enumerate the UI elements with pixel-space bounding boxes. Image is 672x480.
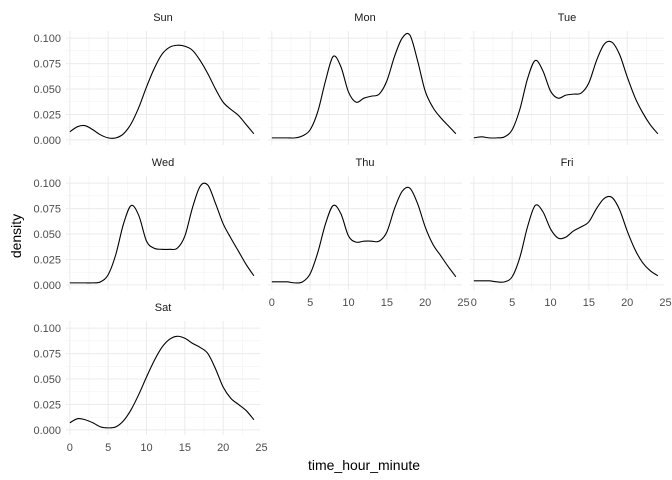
facet-strip-label: Sat (155, 302, 172, 314)
major-gridlines (66, 31, 260, 145)
y-tick-label: 0.025 (33, 399, 61, 411)
x-tick-label: 15 (583, 297, 595, 309)
major-gridlines (470, 176, 664, 290)
y-tick-label: 0.100 (33, 33, 61, 45)
minor-gridlines (66, 176, 260, 290)
y-tick-label: 0.050 (33, 84, 61, 96)
x-tick-label: 20 (217, 442, 229, 454)
minor-gridlines (470, 31, 664, 145)
minor-gridlines (66, 31, 260, 145)
y-tick-label: 0.100 (33, 323, 61, 335)
density-curve-fri (473, 195, 659, 283)
major-gridlines (470, 31, 664, 145)
facet-strip-label: Fri (561, 157, 574, 169)
facet-panel-fri: Fri (470, 157, 664, 290)
x-tick-label: 10 (544, 297, 556, 309)
x-tick-label: 5 (105, 442, 111, 454)
x-tick-label: 10 (140, 442, 152, 454)
x-tick-label: 15 (179, 442, 191, 454)
major-gridlines (268, 31, 462, 145)
y-tick-label: 0.050 (33, 374, 61, 386)
facet-panel-sat: Sat (66, 302, 260, 435)
x-tick-label: 20 (621, 297, 633, 309)
x-tick-label: 25 (255, 442, 267, 454)
minor-gridlines (268, 31, 462, 145)
y-tick-label: 0.025 (33, 109, 61, 121)
density-curve-wed (69, 182, 255, 284)
density-curve-mon (271, 32, 457, 139)
major-gridlines (66, 321, 260, 435)
y-axis-title: density (8, 214, 24, 258)
facet-strip-label: Sun (153, 12, 173, 24)
y-tick-label: 0.000 (33, 135, 61, 147)
density-curve-tue (473, 40, 659, 139)
x-tick-label: 10 (342, 297, 354, 309)
x-tick-label: 25 (457, 297, 469, 309)
facet-strip-label: Mon (354, 12, 375, 24)
minor-gridlines (470, 176, 664, 290)
minor-gridlines (268, 176, 462, 290)
x-tick-label: 15 (381, 297, 393, 309)
facet-strip-label: Thu (356, 157, 375, 169)
facet-panel-mon: Mon (268, 12, 462, 145)
x-axis-title: time_hour_minute (308, 457, 420, 473)
density-curve-sun (69, 44, 255, 139)
density-curve-sat (69, 335, 255, 429)
facet-panel-wed: Wed (66, 157, 260, 290)
y-tick-label: 0.025 (33, 254, 61, 266)
x-tick-label: 0 (471, 297, 477, 309)
x-tick-label: 20 (419, 297, 431, 309)
x-tick-label: 5 (307, 297, 313, 309)
x-tick-label: 5 (509, 297, 515, 309)
minor-gridlines (66, 321, 260, 435)
y-tick-label: 0.050 (33, 229, 61, 241)
y-tick-label: 0.000 (33, 280, 61, 292)
x-tick-label: 25 (659, 297, 671, 309)
density-curve-thu (271, 186, 457, 284)
y-tick-label: 0.075 (33, 349, 61, 361)
x-tick-label: 0 (269, 297, 275, 309)
axis-tick-labels: 0.000 0.025 0.050 0.075 0.100 0.000 0.025 0.050… (33, 33, 671, 454)
facet-panel-tue: Tue (470, 12, 664, 145)
facet-panels: Sun Mon Tue Wed Thu Fri Sat (66, 12, 664, 435)
major-gridlines (268, 176, 462, 290)
facet-panel-thu: Thu (268, 157, 462, 290)
facet-strip-label: Tue (558, 12, 577, 24)
facet-strip-label: Wed (152, 157, 174, 169)
facet-panel-sun: Sun (66, 12, 260, 145)
y-tick-label: 0.100 (33, 178, 61, 190)
major-gridlines (66, 176, 260, 290)
y-tick-label: 0.000 (33, 425, 61, 437)
y-tick-label: 0.075 (33, 204, 61, 216)
y-tick-label: 0.075 (33, 59, 61, 71)
x-tick-label: 0 (67, 442, 73, 454)
